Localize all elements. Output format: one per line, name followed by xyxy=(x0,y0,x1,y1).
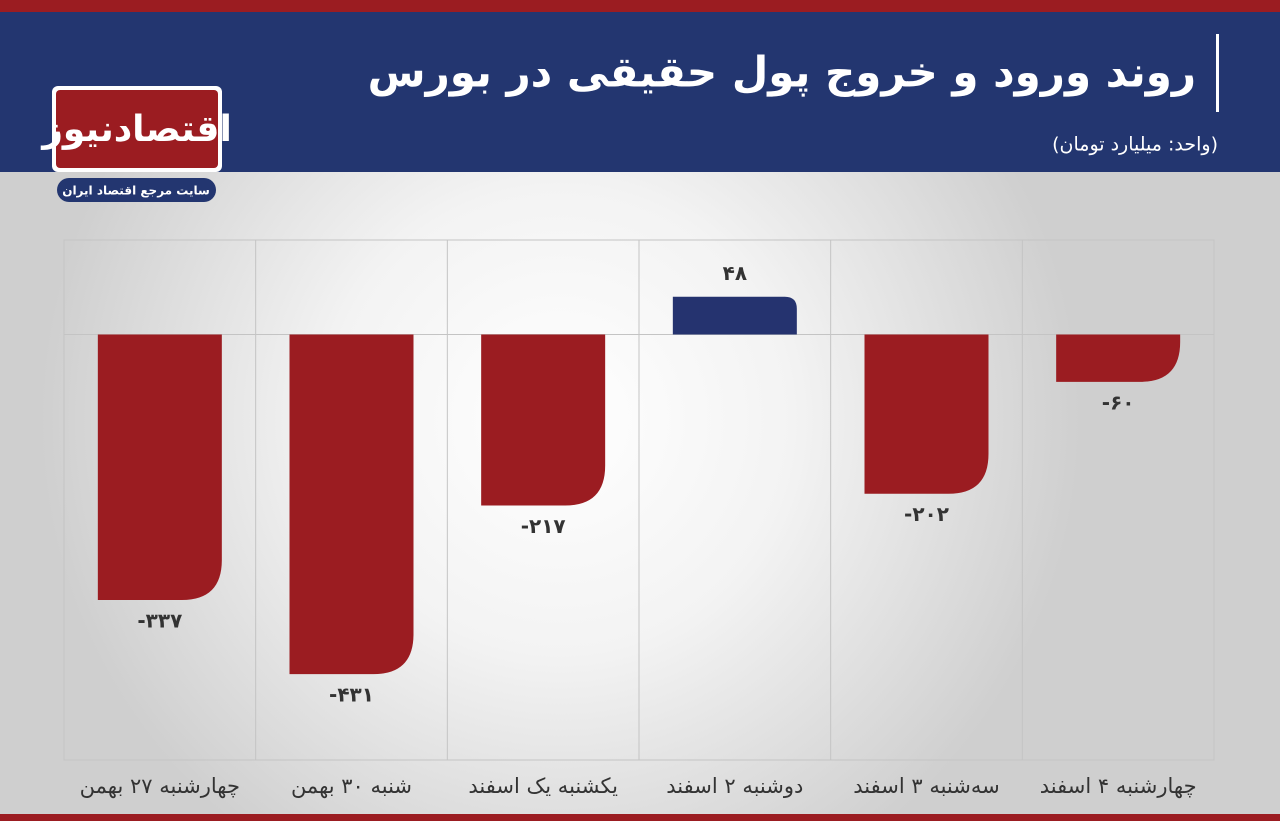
top-strip xyxy=(0,0,1280,12)
chart-subtitle: (واحد: میلیارد تومان) xyxy=(1052,134,1218,156)
bar xyxy=(97,334,222,601)
x-tick-label: چهارشنبه ۲۷ بهمن xyxy=(80,774,240,798)
x-tick-label: دوشنبه ۲ اسفند xyxy=(666,774,803,798)
bar xyxy=(289,334,414,675)
logo-name: اقتصادنیوز xyxy=(40,109,232,150)
value-label: ۴۸ xyxy=(723,261,747,285)
title-bar xyxy=(1216,34,1219,112)
value-label: -۶۰ xyxy=(1102,390,1135,414)
bar xyxy=(481,334,606,506)
chart-title: روند ورود و خروج پول حقیقی در بورس xyxy=(368,48,1196,98)
value-label: -۳۳۷ xyxy=(137,609,182,633)
bar xyxy=(864,334,989,494)
x-tick-label: سه‌شنبه ۳ اسفند xyxy=(853,774,999,798)
x-tick-label: یکشنبه یک اسفند xyxy=(468,774,618,798)
x-tick-label: چهارشنبه ۴ اسفند xyxy=(1040,774,1197,798)
logo-tagline: سایت مرجع اقتصاد ایران xyxy=(62,184,210,198)
logo-tagline-pill xyxy=(57,178,216,202)
bar xyxy=(672,296,797,335)
bar xyxy=(1056,334,1181,382)
x-tick-label: شنبه ۳۰ بهمن xyxy=(291,774,412,798)
value-label: -۲۱۷ xyxy=(521,514,566,538)
value-label: -۴۳۱ xyxy=(329,683,374,707)
logo-box xyxy=(56,90,218,168)
bottom-strip xyxy=(0,814,1280,821)
value-label: -۲۰۲ xyxy=(904,502,949,526)
